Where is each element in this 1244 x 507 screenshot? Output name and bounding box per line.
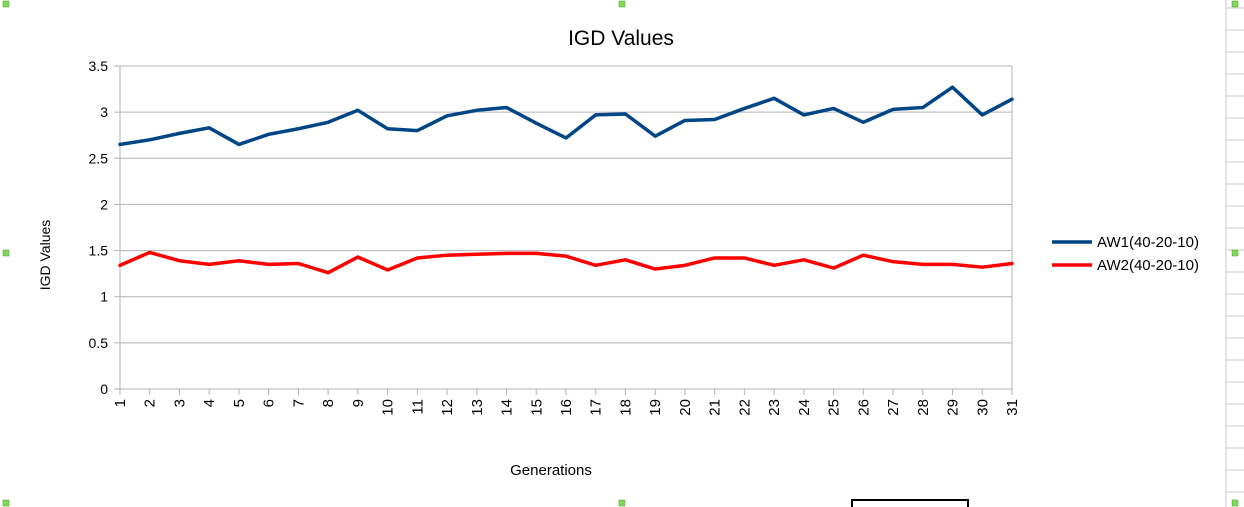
x-tick-label: 11	[409, 399, 426, 415]
x-tick-label: 1	[112, 399, 129, 407]
y-axis-title: IGD Values	[37, 220, 53, 291]
x-tick-label: 26	[855, 399, 872, 416]
x-tick-label: 13	[469, 399, 486, 416]
x-tick-label: 21	[707, 399, 724, 416]
resize-handle[interactable]	[618, 0, 626, 8]
legend: AW1(40-20-10) AW2(40-20-10)	[1052, 234, 1199, 274]
x-tick-label: 30	[974, 399, 991, 416]
x-tick-label: 31	[1004, 399, 1021, 416]
x-axis-tick-labels: 1 2 3 4 5 6 7 8 9 10 11 12 13 14 15 16 17 18 19 20 21 22 23 24 2…	[112, 399, 1021, 416]
x-tick-label: 28	[915, 399, 932, 416]
chart-title: IGD Values	[568, 27, 674, 50]
resize-handle[interactable]	[618, 499, 626, 507]
legend-label: AW1(40-20-10)	[1097, 234, 1199, 251]
x-tick-label: 19	[647, 399, 664, 416]
y-tick-label: 3.5	[89, 58, 109, 74]
x-tick-label: 4	[201, 399, 218, 407]
series-line-2	[118, 250, 1014, 275]
y-tick-label: 2	[100, 196, 108, 212]
spreadsheet-background-artifacts	[851, 0, 1244, 507]
gridlines	[114, 65, 1013, 395]
x-tick-label: 14	[499, 399, 516, 416]
x-tick-label: 18	[617, 399, 634, 416]
resize-handle[interactable]	[1231, 499, 1239, 507]
x-axis-title: Generations	[510, 462, 592, 479]
x-tick-label: 3	[171, 399, 188, 407]
y-axis-tick-labels: 0 0.5 1 1.5 2 2.5 3 3.5	[89, 58, 109, 397]
x-tick-label: 23	[766, 399, 783, 416]
series-line-1	[118, 85, 1014, 147]
sheet-cell-outline	[851, 499, 969, 507]
resize-handle[interactable]	[2, 249, 10, 257]
x-tick-label: 24	[796, 399, 813, 416]
resize-handle[interactable]	[1231, 0, 1239, 8]
x-tick-label: 9	[350, 399, 367, 407]
x-tick-label: 16	[558, 399, 575, 416]
y-tick-label: 0.5	[89, 335, 109, 351]
x-tick-label: 10	[380, 399, 397, 416]
x-tick-label: 5	[231, 399, 248, 407]
x-tick-label: 17	[588, 399, 605, 416]
x-tick-label: 22	[736, 399, 753, 416]
y-tick-label: 3	[100, 104, 108, 120]
x-tick-label: 12	[439, 399, 456, 416]
y-tick-label: 1.5	[89, 243, 109, 259]
series-lines	[118, 85, 1014, 275]
x-tick-label: 8	[320, 399, 337, 407]
x-tick-label: 7	[290, 399, 307, 407]
x-tick-label: 20	[677, 399, 694, 416]
x-tick-label: 6	[261, 399, 278, 407]
y-tick-label: 2.5	[89, 150, 109, 166]
x-tick-label: 15	[528, 399, 545, 416]
x-tick-label: 29	[945, 399, 962, 416]
y-tick-label: 0	[100, 381, 108, 397]
resize-handle[interactable]	[1231, 249, 1239, 257]
x-tick-label: 27	[885, 399, 902, 416]
x-tick-label: 25	[826, 399, 843, 416]
y-tick-label: 1	[100, 289, 108, 305]
x-tick-label: 2	[142, 399, 159, 407]
resize-handle[interactable]	[2, 499, 10, 507]
legend-label: AW2(40-20-10)	[1097, 257, 1199, 274]
resize-handle[interactable]	[2, 0, 10, 8]
